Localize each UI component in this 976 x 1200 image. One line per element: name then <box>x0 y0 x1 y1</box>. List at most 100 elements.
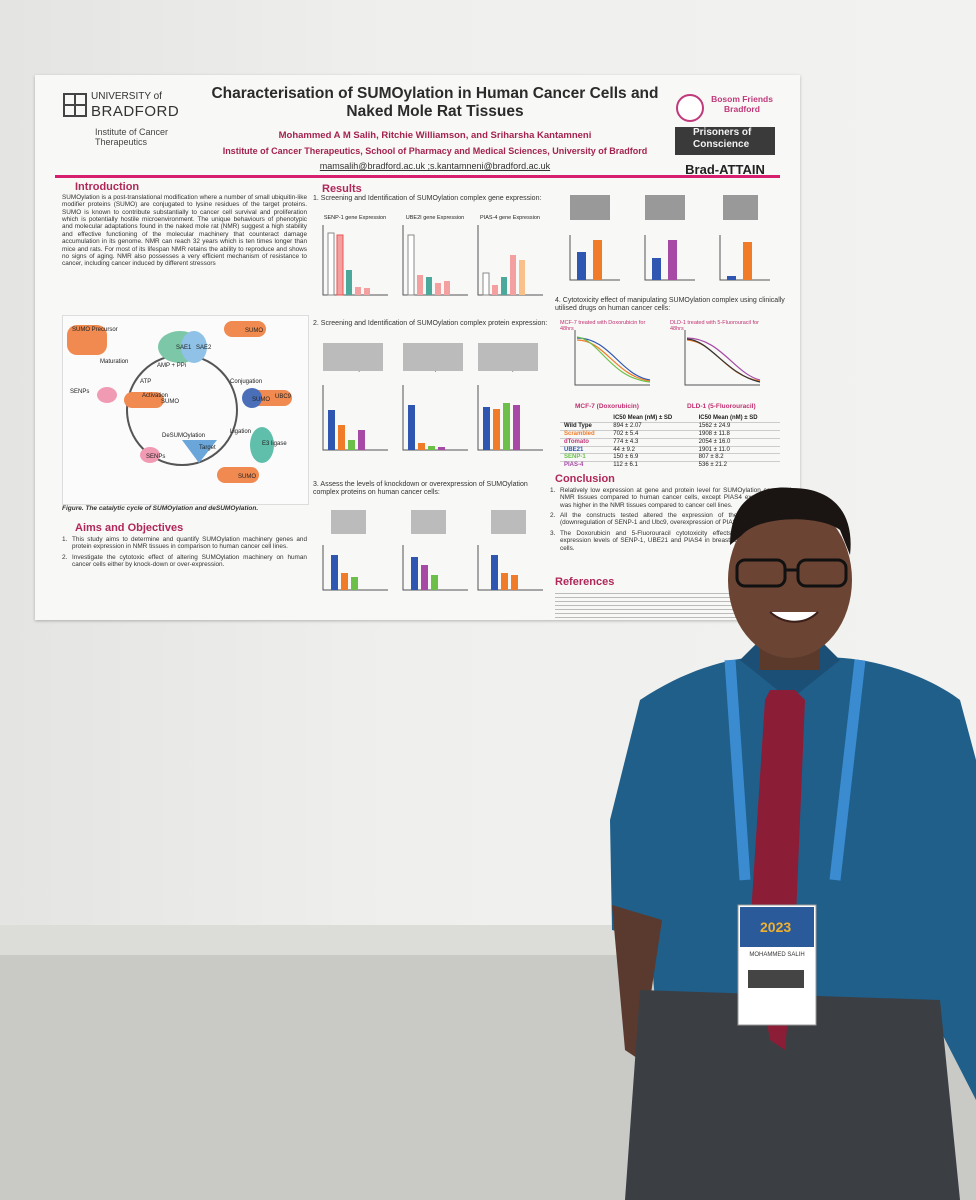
table-cell: UBE21 <box>564 446 584 453</box>
sponsor: Brad-ATTAIN <box>685 162 765 177</box>
results-subsection: 3. Assess the levels of knockdown or ove… <box>313 481 528 497</box>
diagram-label: Ligation <box>230 429 251 435</box>
authors: Mohammed A M Salih, Ritchie Williamson, … <box>278 130 592 141</box>
results-subsection: 2. Screening and Identification of SUMOy… <box>313 320 548 327</box>
poster-title: Characterisation of SUMOylation in Human… <box>211 85 659 120</box>
diagram-label: Maturation <box>100 359 128 365</box>
chart-title: DLD-1 treated with 5-Fluorouracil for 48… <box>670 320 759 333</box>
list-item: 3. The Doxorubicin and 5-Fluorouracil cyt… <box>550 530 795 552</box>
table-header-cell: IC50 Mean (nM) ± SD <box>613 415 673 421</box>
item-text: Relatively low expression at gene and pr… <box>560 487 795 509</box>
diagram-label: UBC9 <box>275 394 292 400</box>
item-number: 2. <box>550 512 556 520</box>
diagram-label: SAE1 <box>176 345 192 351</box>
badge-year: 2023 <box>760 919 791 935</box>
aims-list: 1. This study aims to determine and quant… <box>62 536 307 571</box>
drug-label: DLD-1 (5-Fluorouracil) <box>687 403 756 410</box>
section-heading: Results <box>322 183 362 195</box>
chart-title: PIAS-4 gene Expression <box>480 215 540 221</box>
list-item: 2. All the constructs tested altered the … <box>550 512 795 527</box>
logo-icon <box>63 93 87 117</box>
diagram-label: Activation <box>142 393 168 399</box>
item-number: 1. <box>550 487 556 494</box>
diagram-label: Conjugation <box>230 379 262 385</box>
right-figures <box>569 195 770 386</box>
table-cell: 807 ± 8.2 <box>698 454 724 461</box>
table-header-row: IC50 Mean (nM) ± SD IC50 Mean (nM) ± SD <box>560 415 780 422</box>
table-cell: SENP-1 <box>564 454 586 461</box>
figure-caption: Figure. The catalytic cycle of SUMOylati… <box>62 505 259 512</box>
diagram-label: Target <box>199 445 216 451</box>
affiliation: Institute of Cancer Therapeutics, School… <box>222 146 648 156</box>
section-heading: References <box>555 576 615 588</box>
diagram-label: SUMO <box>161 399 179 405</box>
table-cell: PIAS-4 <box>564 462 584 469</box>
item-number: 1. <box>62 536 68 543</box>
list-item: 1. Relatively low expression at gene and … <box>550 487 795 509</box>
intro-text: SUMOylation is a post-translational modi… <box>62 194 307 268</box>
diagram-label: ATP <box>140 379 151 385</box>
table-row: SENP-1 150 ± 6.9 807 ± 8.2 <box>560 453 780 462</box>
table-row: UBE21 44 ± 9.2 1901 ± 11.0 <box>560 446 780 454</box>
chart-title: MCF-7 treated with Doxorubicin for 48hrs <box>560 320 646 333</box>
logo-line: UNIVERSITY of <box>91 91 162 102</box>
item-text: All the constructs tested altered the ex… <box>560 512 795 527</box>
results-figures <box>322 225 543 591</box>
logo-line: BRADFORD <box>91 103 180 120</box>
conclusion-list: 1. Relatively low expression at gene and … <box>550 487 795 555</box>
diagram-label: SENPs <box>70 389 89 395</box>
chart-title: SENP-1 gene Expression <box>323 215 387 221</box>
chart-title: UBE2I gene Expression <box>405 215 465 221</box>
divider <box>55 175 780 178</box>
table-cell: 150 ± 6.9 <box>613 454 639 461</box>
table-cell: 1901 ± 11.0 <box>698 446 730 453</box>
table-cell: 44 ± 9.2 <box>613 446 635 453</box>
poster: UNIVERSITY of BRADFORD Institute of Canc… <box>35 75 800 620</box>
table-cell: Scrambled <box>564 430 595 437</box>
table-row: PIAS-4 112 ± 6.1 536 ± 21.2 <box>560 461 780 469</box>
diagram-label: SUMO <box>238 474 256 480</box>
table-cell: dTomato <box>564 438 589 445</box>
diagram-label: SENPs <box>146 454 165 460</box>
table-cell: 702 ± 5.4 <box>613 430 639 437</box>
sumo-cycle-diagram: SUMO Precursor Maturation SENPs AMP + PPi AT… <box>67 321 292 483</box>
diagram-label: SUMO <box>252 397 270 403</box>
list-item: 2. Investigate the cytotoxic effect of al… <box>62 554 307 569</box>
section-heading: Introduction <box>75 181 140 193</box>
drug-label: MCF-7 (Doxorubicin) <box>575 403 639 410</box>
item-text: The Doxorubicin and 5-Fluorouracil cytot… <box>560 529 795 552</box>
diagram-label: E3 ligase <box>262 441 287 447</box>
table-cell: 1562 ± 24.9 <box>698 422 731 429</box>
table-cell: 112 ± 6.1 <box>613 462 638 469</box>
section-heading: Aims and Objectives <box>75 522 184 534</box>
sponsor: Prisoners of Conscience <box>675 127 775 155</box>
table-row: Scrambled 702 ± 5.4 1908 ± 11.8 <box>560 430 780 438</box>
sponsor-icon <box>676 94 704 122</box>
table-cell: 1908 ± 11.8 <box>698 430 730 437</box>
table-cell: 774 ± 4.3 <box>613 438 639 445</box>
emails: mamsalih@bradford.ac.uk ;s.kantamneni@br… <box>319 161 551 171</box>
diagram-label: SUMO Precursor <box>72 327 118 333</box>
table-cell: Wild Type <box>564 422 592 429</box>
sponsor: Bosom Friends Bradford <box>711 94 773 114</box>
diagram-label: SUMO <box>245 328 263 334</box>
ic50-table: IC50 Mean (nM) ± SD IC50 Mean (nM) ± SD Wi… <box>560 415 780 469</box>
table-row: Wild Type 894 ± 2.07 1562 ± 24.9 <box>560 422 780 430</box>
diagram-label: AMP + PPi <box>157 363 186 369</box>
section-heading: Conclusion <box>555 473 615 485</box>
item-number: 3. <box>550 529 556 537</box>
table-row: dTomato 774 ± 4.3 2054 ± 16.0 <box>560 438 780 446</box>
item-number: 2. <box>62 553 68 561</box>
badge-name: MOHAMMED SALIH <box>749 952 804 958</box>
item-text: This study aims to determine and quantif… <box>72 536 307 551</box>
results-subsection: 4. Cytotoxicity effect of manipulating S… <box>555 297 785 313</box>
table-header-cell: IC50 Mean (nM) ± SD <box>698 415 758 421</box>
results-subsection: 1. Screening and Identification of SUMOy… <box>313 195 542 202</box>
list-item: 1. This study aims to determine and quant… <box>62 536 307 551</box>
item-text: Investigate the cytotoxic effect of alte… <box>72 553 307 569</box>
table-cell: 894 ± 2.07 <box>613 422 642 429</box>
diagram-label: DeSUMOylation <box>162 433 205 439</box>
table-cell: 2054 ± 16.0 <box>698 438 731 445</box>
